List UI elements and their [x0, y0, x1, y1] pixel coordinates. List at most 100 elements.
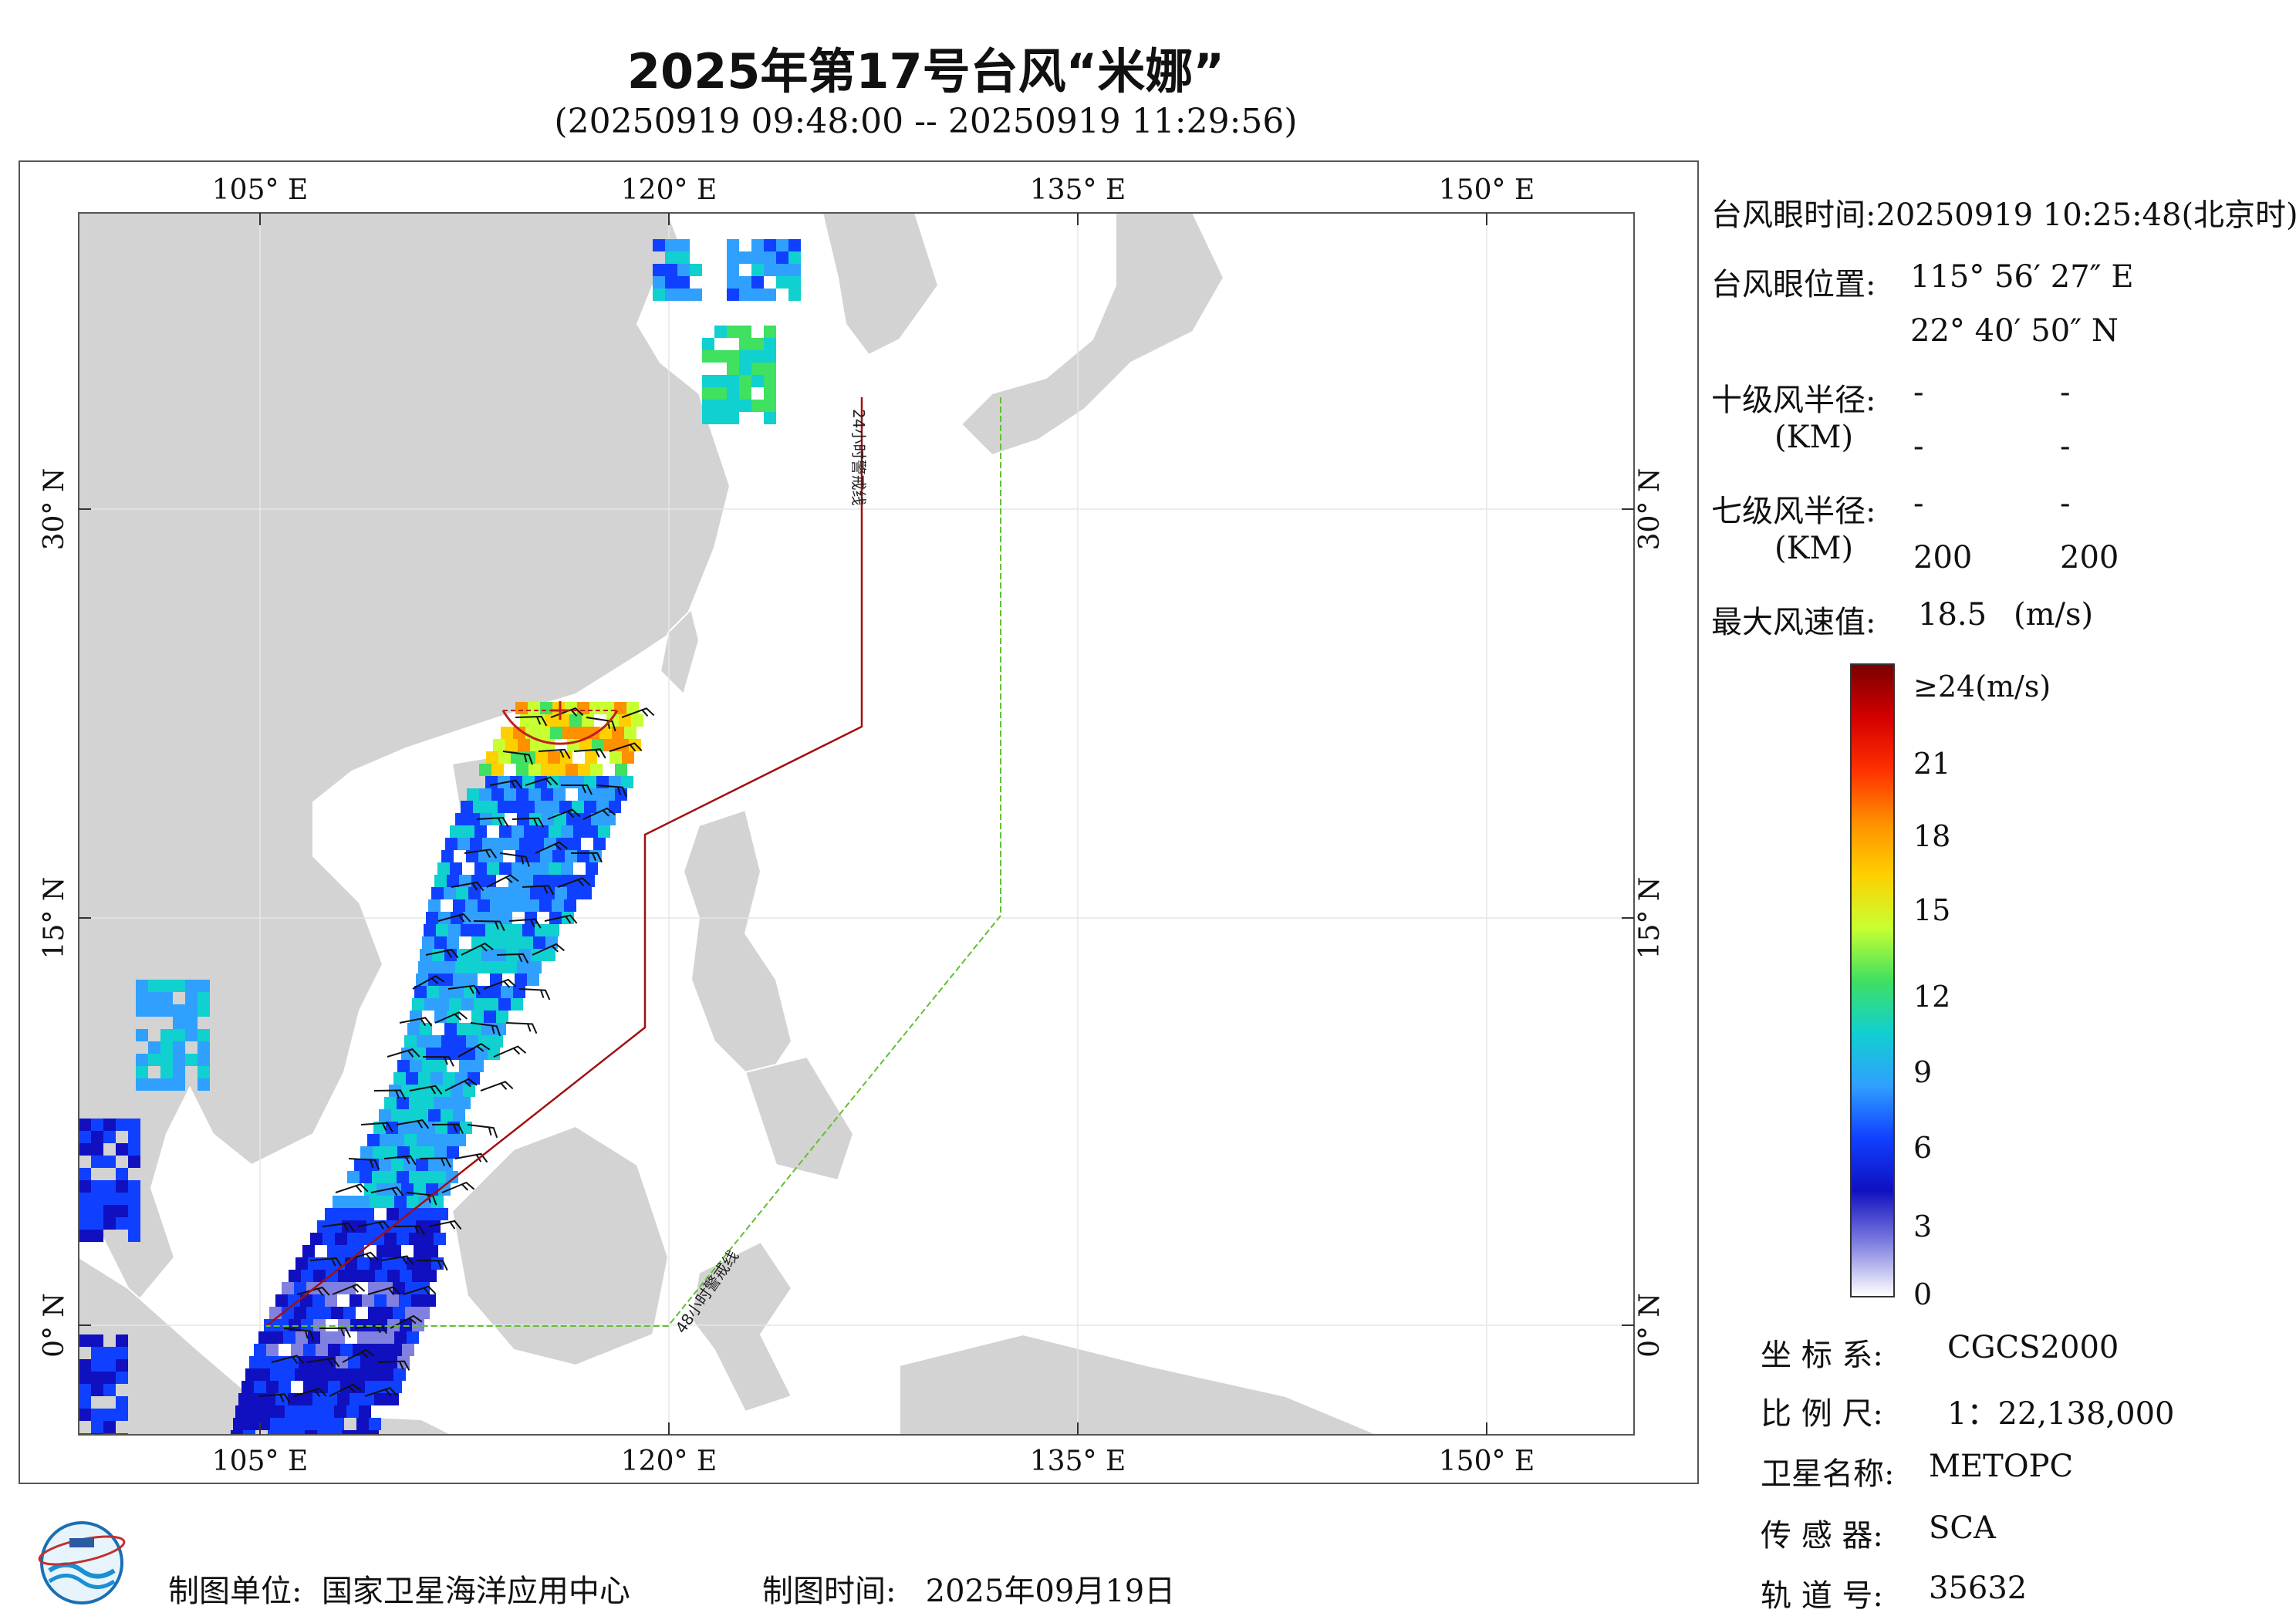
wind-cell: [517, 961, 529, 973]
wind-cell: [160, 1054, 173, 1066]
wind-cell: [485, 801, 498, 813]
r7-value-nw: 200: [2060, 540, 2119, 575]
wind-cell: [596, 801, 609, 813]
wind-cell: [328, 1344, 340, 1356]
wind-cell: [417, 1134, 429, 1146]
wind-cell: [501, 986, 513, 998]
wind-cell: [424, 1270, 437, 1282]
wind-cell: [524, 825, 536, 838]
wind-cell: [349, 1393, 362, 1405]
wind-cell: [332, 1418, 344, 1430]
wind-cell: [379, 1109, 391, 1122]
wind-cell: [391, 1109, 403, 1122]
colorbar-label-9: 9: [1913, 1055, 1933, 1089]
wind-cell: [488, 912, 500, 924]
wind-barb: [319, 1327, 351, 1338]
wind-cell: [434, 1233, 446, 1245]
colorbar-label-12: 12: [1913, 980, 1951, 1014]
wind-cell: [303, 1344, 316, 1356]
wind-cell: [603, 788, 615, 801]
orbit-label: 轨 道 号:: [1761, 1578, 1883, 1614]
wind-cell: [307, 1418, 319, 1430]
wind-cell: [562, 912, 574, 924]
land-polygon: [451, 1125, 670, 1367]
wind-barb: [428, 1220, 462, 1230]
wind-barb: [538, 748, 571, 759]
wind-cell: [334, 1405, 346, 1418]
wind-cell: [416, 1159, 428, 1171]
land-polygon: [659, 608, 701, 696]
typhoon-radius-arc: [501, 710, 619, 745]
wind-cell: [764, 375, 776, 387]
wind-cell: [609, 751, 622, 764]
wind-cell: [409, 1171, 421, 1183]
wind-cell: [454, 1134, 466, 1146]
wind-cell: [103, 1372, 116, 1384]
wind-cell: [418, 1072, 430, 1085]
wind-cell: [148, 1054, 160, 1066]
wind-cell: [438, 1183, 451, 1196]
wind-cell: [245, 1368, 258, 1381]
wind-cell: [498, 801, 510, 813]
map-frame[interactable]: 24小时警戒线 48小时警戒线 105° E 120° E 135° E 150…: [19, 160, 1699, 1484]
wind-field-map[interactable]: 24小时警戒线 48小时警戒线 105° E 120° E 135° E 150…: [20, 162, 1697, 1483]
wind-cell: [283, 1331, 295, 1344]
wind-cell: [548, 751, 560, 764]
wind-cell: [521, 875, 533, 887]
wind-cell: [266, 1344, 279, 1356]
wind-cell: [347, 1233, 360, 1245]
wind-cell: [714, 375, 727, 387]
wind-cell: [397, 1171, 409, 1183]
wind-cell: [739, 326, 751, 338]
wind-cell: [475, 1048, 488, 1060]
wind-cell: [527, 973, 539, 986]
wind-cell: [461, 924, 473, 936]
wind-cell: [522, 801, 535, 813]
wind-cell: [409, 1097, 421, 1109]
wind-cell: [579, 887, 592, 899]
wind-cell: [426, 1183, 438, 1196]
wind-cell: [414, 986, 427, 998]
wind-barb: [403, 1285, 437, 1295]
wind-cell: [677, 239, 690, 251]
wind-cell: [436, 1208, 448, 1220]
max-wind-label: 最大风速值:: [1711, 605, 1876, 640]
wind-cell: [434, 1171, 446, 1183]
wind-cell: [545, 936, 558, 949]
wind-cell: [543, 949, 555, 961]
wind-cell: [404, 1134, 417, 1146]
wind-cell: [91, 1409, 103, 1421]
wind-cell: [468, 813, 480, 825]
wind-cell: [365, 1344, 377, 1356]
wind-cell: [291, 1344, 303, 1356]
land-masses: [79, 213, 1379, 1435]
r10-value-ne: -: [1913, 375, 1924, 410]
wind-cell: [136, 1078, 148, 1091]
wind-cell: [91, 1143, 103, 1156]
wind-cell: [508, 936, 521, 949]
wind-cell: [458, 1097, 471, 1109]
r10-unit: (KM): [1774, 420, 1854, 455]
wind-cell: [320, 1331, 333, 1344]
wind-cell: [91, 1421, 103, 1433]
wind-cell: [136, 1029, 148, 1041]
wind-cell: [337, 1393, 349, 1405]
wind-barb: [373, 1089, 407, 1100]
wind-cell: [487, 862, 499, 875]
wind-barb: [383, 1155, 417, 1166]
land-polygon: [960, 213, 1225, 457]
wind-barb: [416, 1260, 448, 1271]
colorbar-label-3: 3: [1913, 1210, 1933, 1243]
wind-cell: [251, 1393, 263, 1405]
wind-cell: [325, 1294, 337, 1307]
wind-cell: [504, 788, 516, 801]
wind-cell: [288, 1393, 300, 1405]
wind-cell: [91, 1119, 103, 1131]
wind-cell: [367, 1134, 380, 1146]
wind-cell: [185, 1029, 198, 1041]
wind-cell: [727, 387, 739, 400]
wind-cell: [300, 1294, 312, 1307]
wind-cell: [450, 825, 462, 838]
wind-barb: [335, 1183, 369, 1193]
wind-cell: [511, 751, 523, 764]
